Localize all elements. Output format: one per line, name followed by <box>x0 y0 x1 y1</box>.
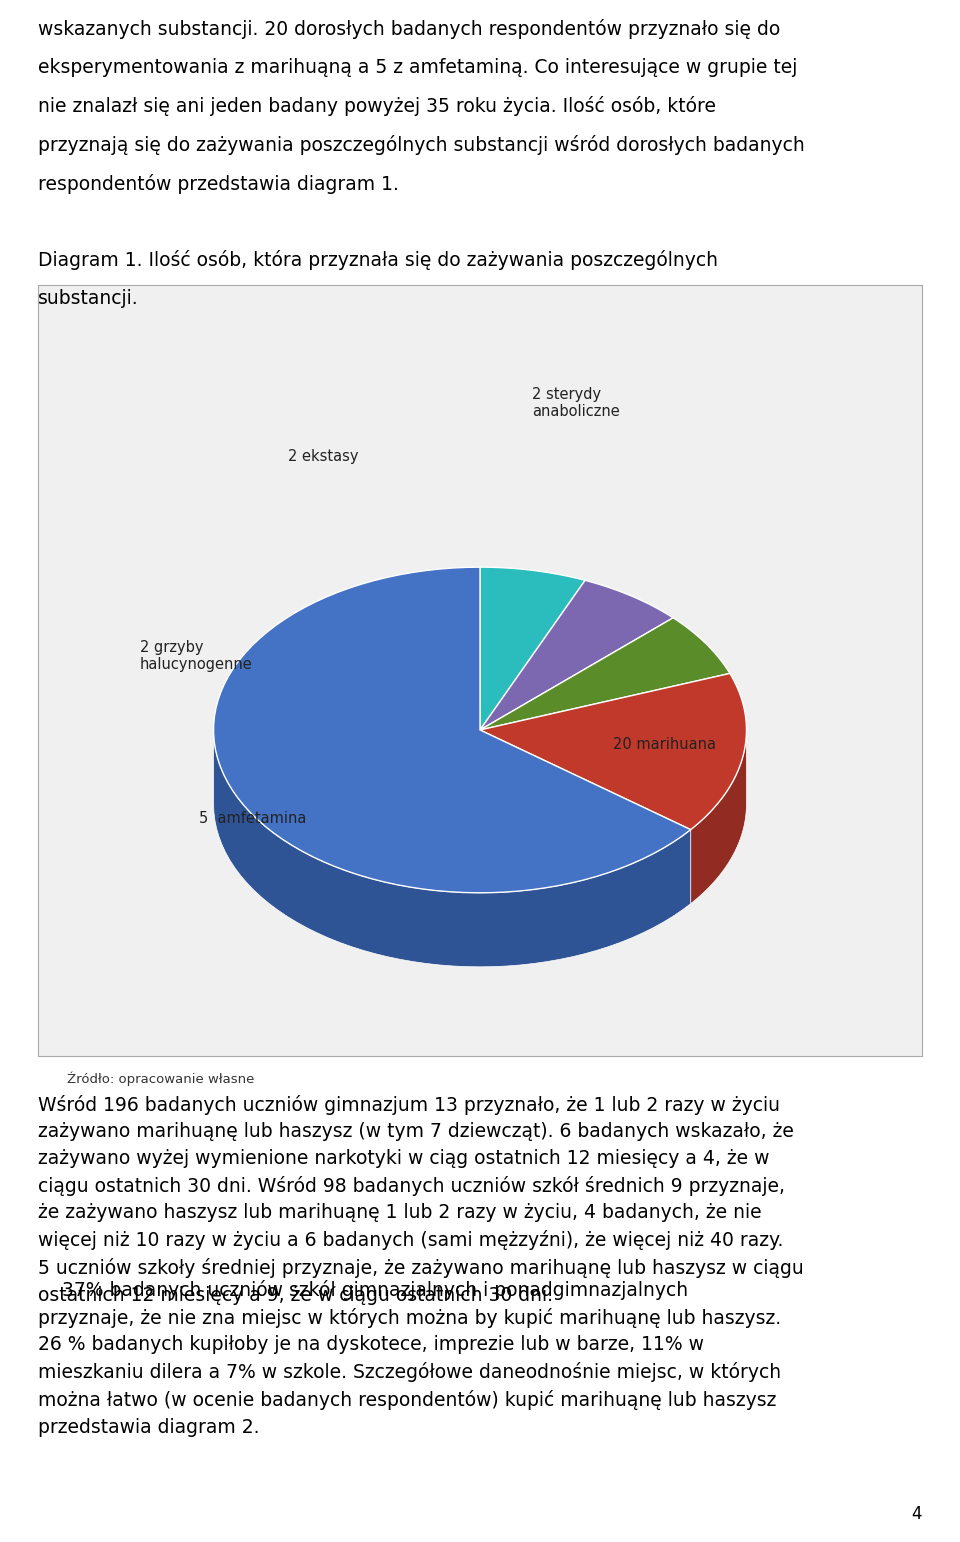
Text: 4: 4 <box>911 1505 922 1523</box>
Polygon shape <box>480 567 585 729</box>
Text: 2 sterydy
anaboliczne: 2 sterydy anaboliczne <box>532 387 619 419</box>
Text: Diagram 1. Ilość osób, która przyznała się do zażywania poszczególnych

substanc: Diagram 1. Ilość osób, która przyznała s… <box>38 250 718 308</box>
Text: 5  amfetamina: 5 amfetamina <box>199 811 306 827</box>
Text: wskazanych substancji. 20 dorosłych badanych respondentów przyznało się do

eksp: wskazanych substancji. 20 dorosłych bada… <box>38 19 805 193</box>
Polygon shape <box>213 729 690 967</box>
Polygon shape <box>480 674 747 830</box>
Text: 2 grzyby
halucynogenne: 2 grzyby halucynogenne <box>139 640 252 672</box>
Polygon shape <box>480 580 673 729</box>
Text: 2 ekstasy: 2 ekstasy <box>288 449 358 464</box>
Polygon shape <box>213 567 690 893</box>
Polygon shape <box>480 618 730 729</box>
Text: Źródło: opracowanie własne: Źródło: opracowanie własne <box>67 1072 254 1086</box>
Text: 20 marihuana: 20 marihuana <box>613 737 716 752</box>
Text: 37% badanych uczniów szkół gimnazjalnych i ponadgimnazjalnych
przyznaje, że nie : 37% badanych uczniów szkół gimnazjalnych… <box>38 1280 781 1437</box>
Text: Wśród 196 badanych uczniów gimnazjum 13 przyznało, że 1 lub 2 razy w życiu
zażyw: Wśród 196 badanych uczniów gimnazjum 13 … <box>38 1095 804 1305</box>
Polygon shape <box>690 729 747 904</box>
